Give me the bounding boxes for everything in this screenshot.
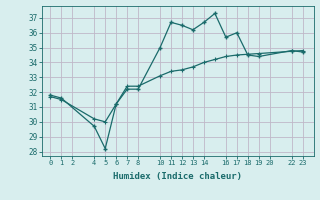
X-axis label: Humidex (Indice chaleur): Humidex (Indice chaleur) [113, 172, 242, 181]
